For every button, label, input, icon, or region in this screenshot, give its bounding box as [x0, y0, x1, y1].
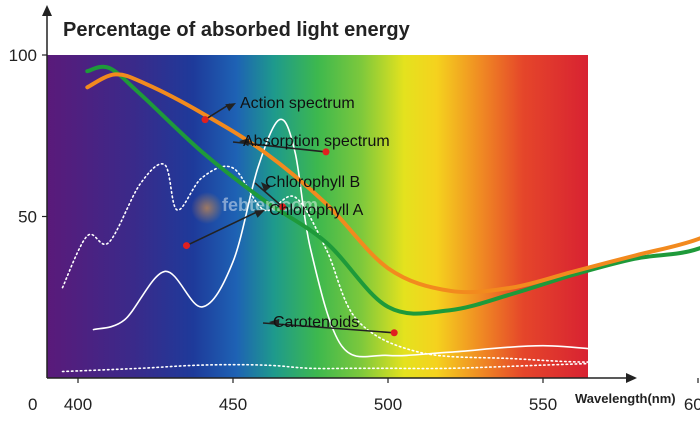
annotation-arrowhead-absorption-spectrum	[239, 138, 250, 147]
watermark: febten.com	[191, 192, 318, 224]
watermark-text: febten.com	[222, 195, 318, 215]
annotation-label-chlorophyll-b: Chlorophyll B	[265, 174, 360, 191]
x-axis-label: Wavelength(nm)	[575, 391, 676, 406]
x-tick-label-500: 500	[374, 395, 402, 414]
annotation-dot-chlorophyll-a	[183, 242, 190, 250]
annotation-arrow-carotenoids	[262, 322, 395, 334]
annotation-arrowhead-carotenoids	[269, 318, 280, 327]
series-line-chlorophyll-b	[92, 118, 700, 358]
annotation-label-carotenoids: Carotenoids	[273, 314, 359, 331]
y-tick-label-50: 50	[18, 208, 37, 227]
annotation-dot-absorption-spectrum	[322, 148, 330, 156]
x-tick-label-400: 400	[64, 395, 92, 414]
annotation-dot-action-spectrum	[201, 116, 209, 124]
series-line-absorption-spectrum	[85, 64, 700, 316]
chart-title: Percentage of absorbed light energy	[63, 19, 411, 41]
series-line-carotenoids	[61, 357, 700, 373]
x-tick-label-550: 550	[529, 395, 557, 414]
annotation-arrow-chlorophyll-b	[254, 182, 284, 208]
annotation-dot-carotenoids	[390, 329, 398, 337]
x-tick-label-600: 600	[684, 395, 700, 414]
annotation-arrowhead-action-spectrum	[225, 103, 236, 112]
annotation-arrow-chlorophyll-a	[186, 210, 260, 247]
x-tick-label-450: 450	[219, 395, 247, 414]
series-line-action-spectrum	[85, 72, 700, 295]
y-axis-arrowhead	[42, 5, 52, 16]
annotation-label-absorption-spectrum: Absorption spectrum	[243, 133, 390, 150]
annotation-dot-chlorophyll-b	[279, 203, 287, 211]
y-tick-label-100: 100	[9, 46, 37, 65]
annotation-label-action-spectrum: Action spectrum	[240, 95, 355, 112]
x-origin-label: 0	[28, 395, 37, 414]
series-line-chlorophyll-a	[61, 163, 700, 363]
spectrum-background	[47, 55, 588, 378]
annotation-label-chlorophyll-a: Chlorophyll A	[269, 202, 364, 219]
annotation-arrowhead-chlorophyll-a	[254, 210, 265, 218]
x-axis-arrowhead	[626, 373, 637, 383]
annotation-arrow-action-spectrum	[204, 103, 231, 121]
annotation-arrowhead-chlorophyll-b	[261, 182, 271, 193]
